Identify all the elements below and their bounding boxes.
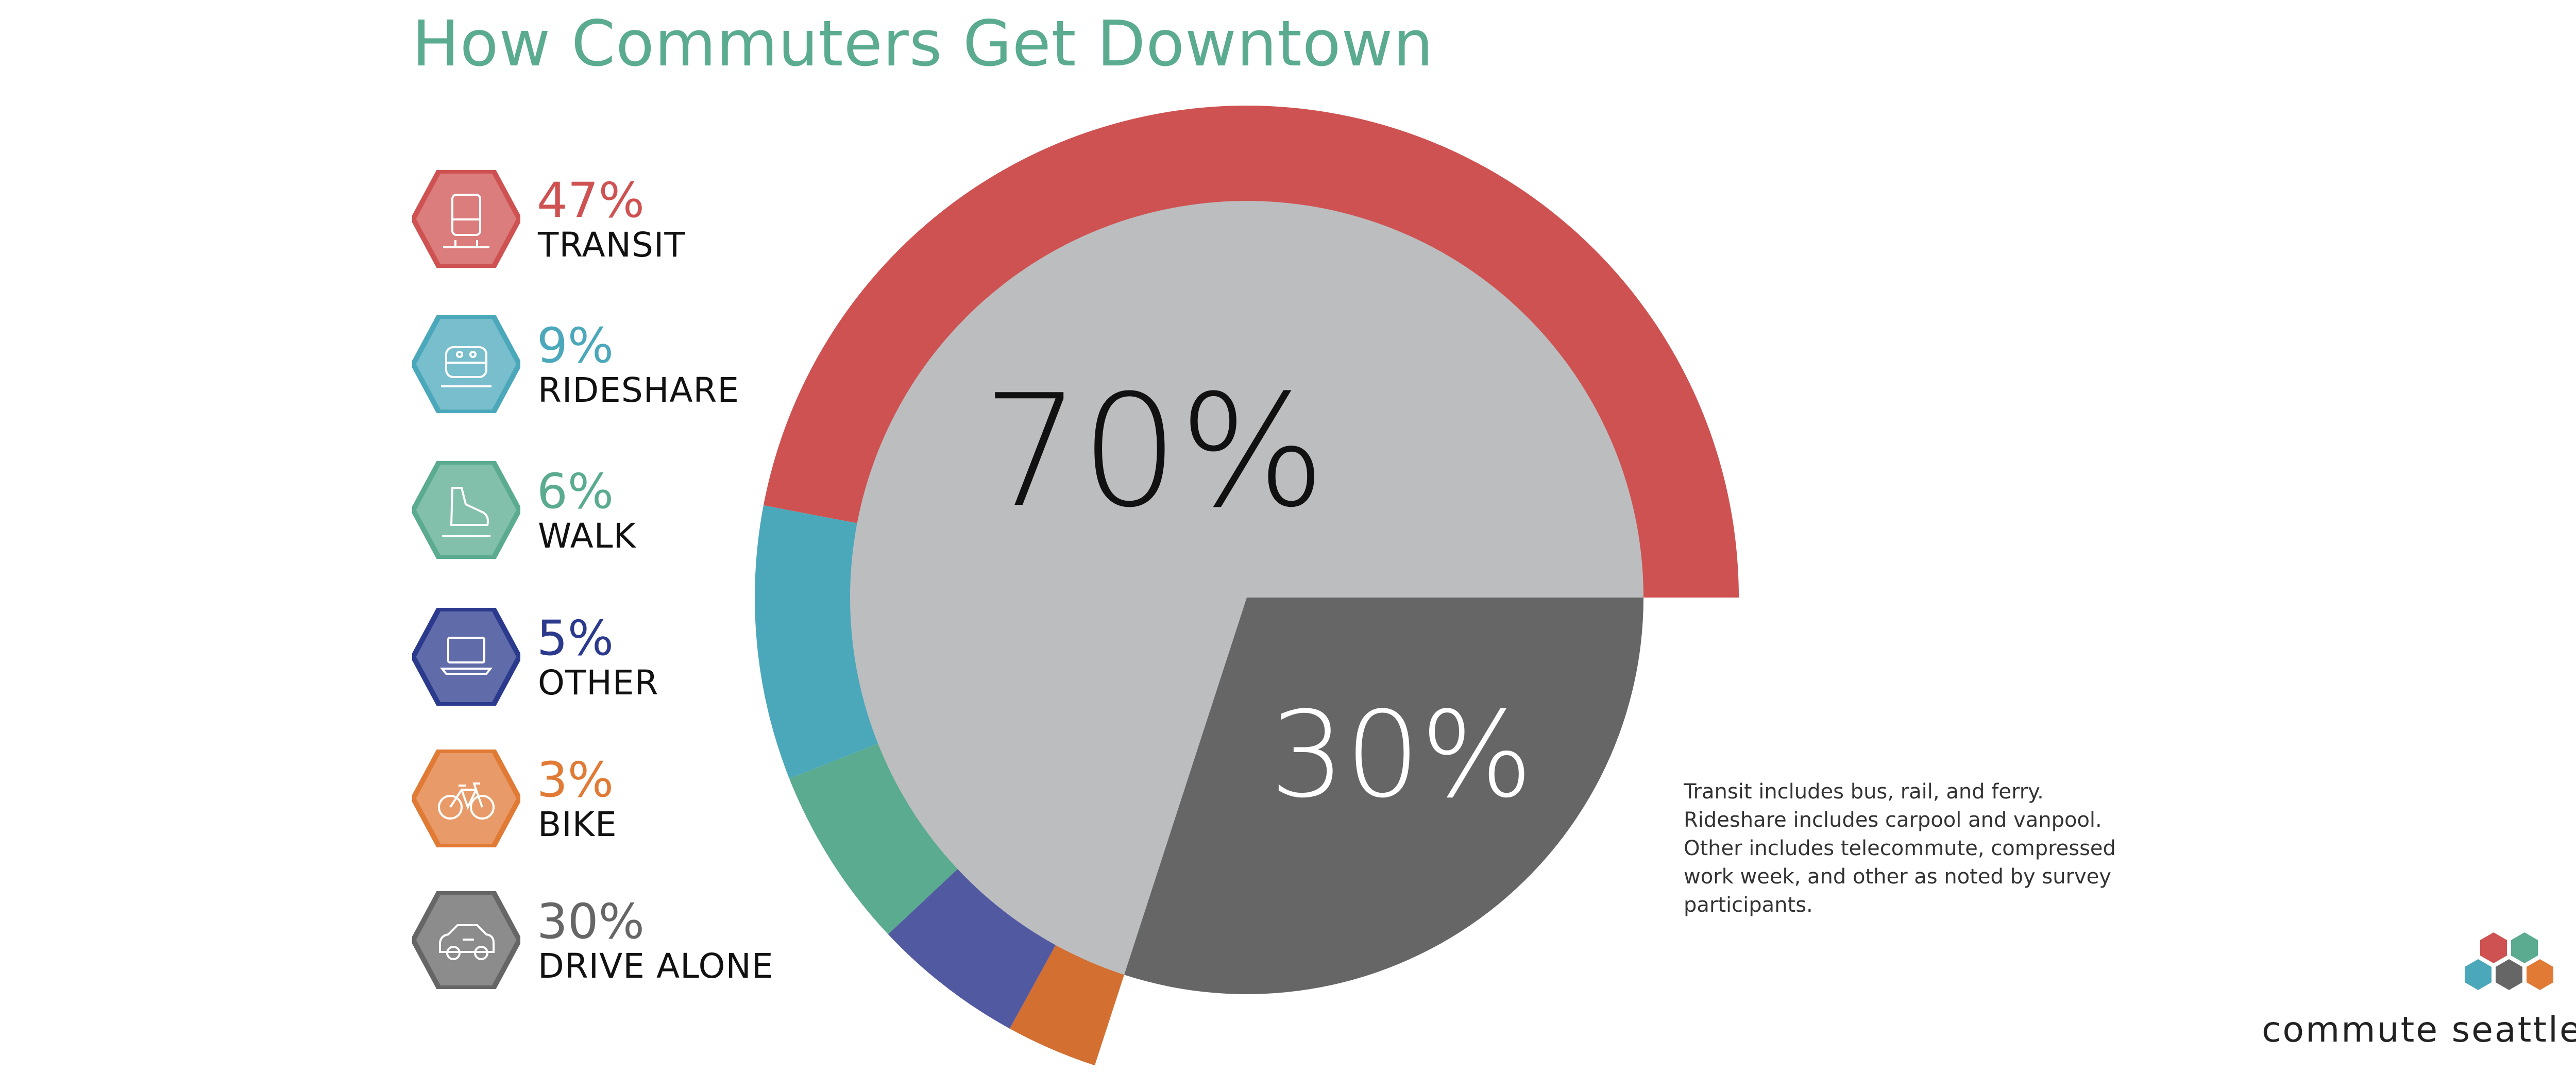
page-title: How Commuters Get Downtown: [412, 7, 1434, 80]
legend-percent: 9%: [537, 318, 614, 374]
legend-item-walk: 6% WALK: [412, 461, 804, 564]
brand: commute seattle: [2262, 927, 2576, 1056]
car-icon: [412, 891, 520, 989]
footnote-line: Transit includes bus, rail, and ferry.: [1684, 780, 2044, 804]
legend-percent: 3%: [537, 752, 614, 808]
logo-hex: [2511, 932, 2538, 963]
brand-name: commute seattle: [2262, 1010, 2576, 1050]
pie-slice-major: [850, 200, 1643, 975]
footnote-line: Other includes telecommute, compressed: [1684, 837, 2116, 860]
logo-hex: [2480, 932, 2507, 963]
pie-label-drive-alone: 30%: [1269, 687, 1533, 824]
logo-hex: [2496, 959, 2522, 990]
legend-label: RIDESHARE: [538, 370, 740, 410]
ring-slice-rideshare: [754, 505, 880, 779]
outer-ring: [754, 105, 1739, 1066]
van-icon: [412, 315, 520, 413]
ring-slice-bike: [1009, 943, 1125, 1066]
legend-label: BIKE: [538, 805, 617, 844]
pie-slice-drive-alone: [1124, 598, 1643, 994]
legend-label: WALK: [538, 516, 636, 556]
legend-percent: 30%: [537, 894, 645, 950]
legend-item-transit: 47% TRANSIT: [412, 170, 804, 273]
shoe-icon: [412, 461, 520, 559]
logo-hex: [2465, 959, 2492, 990]
ring-slice-walk: [789, 742, 960, 934]
legend-item-bike: 3% BIKE: [412, 750, 804, 853]
legend-label: DRIVE ALONE: [538, 946, 774, 986]
pie-label-major: 70%: [982, 362, 1326, 541]
legend-item-rideshare: 9% RIDESHARE: [412, 315, 804, 418]
logo-hex: [2527, 959, 2553, 990]
bus-icon: [412, 170, 520, 268]
inner-pie: [850, 200, 1643, 994]
legend-item-other: 5% OTHER: [412, 608, 804, 711]
ring-slice-transit: [763, 105, 1739, 598]
laptop-icon: [412, 608, 520, 706]
legend-percent: 6%: [537, 464, 614, 520]
legend-label: TRANSIT: [538, 225, 686, 265]
footnote: Transit includes bus, rail, and ferry. R…: [1684, 778, 2178, 919]
legend-percent: 47%: [537, 173, 645, 229]
ring-slice-other: [888, 867, 1057, 1029]
footnote-line: participants.: [1684, 893, 1813, 917]
legend-item-drive-alone: 30% DRIVE ALONE: [412, 891, 804, 994]
pie-labels: 70% 30%: [982, 362, 1533, 824]
legend-percent: 5%: [537, 610, 614, 667]
footnote-line: work week, and other as noted by survey: [1684, 865, 2111, 889]
commute-seattle-logo: [2465, 932, 2553, 990]
footnote-line: Rideshare includes carpool and vanpool.: [1684, 808, 2102, 832]
bicycle-icon: [412, 750, 520, 847]
legend-label: OTHER: [538, 663, 659, 703]
